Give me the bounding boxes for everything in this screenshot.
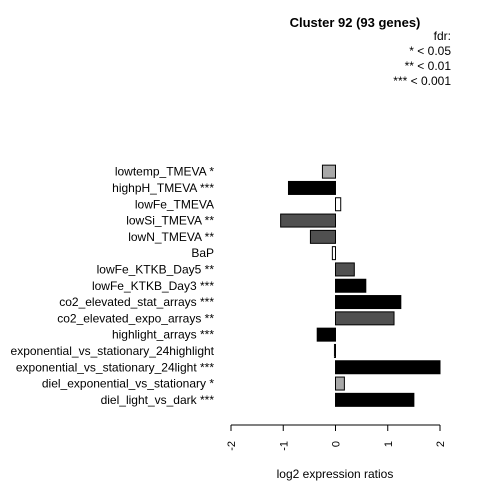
category-label-10: highlight_arrays *** [112,328,214,342]
legend-entry-1: * < 0.05 [409,44,451,58]
category-label-11: exponential_vs_stationary_24highlight [11,344,215,358]
bar-12 [335,360,441,375]
x-tick-label-0: -2 [226,441,238,451]
legend-entry-2: ** < 0.01 [405,59,452,73]
category-label-13: diel_exponential_vs_stationary * [42,377,214,391]
category-label-3: lowSi_TMEVA ** [126,214,214,228]
category-label-2: lowFe_TMEVA [135,197,214,211]
x-axis: -2 -1 0 1 2 [226,424,447,451]
bar-0 [321,164,336,179]
bar-1 [287,180,337,195]
category-label-7: lowFe_KTKB_Day3 *** [92,279,214,293]
bar-4 [309,229,337,244]
bar-9 [335,311,395,326]
bar-8 [335,295,402,310]
bar-10 [316,327,336,342]
legend: fdr: * < 0.05 ** < 0.01 *** < 0.001 [393,29,451,88]
chart-title: Cluster 92 (93 genes) [290,15,421,30]
category-label-4: lowN_TMEVA ** [128,230,214,244]
bar-3 [280,213,337,228]
category-label-14: diel_light_vs_dark *** [101,393,215,407]
x-tick-label-4: 2 [435,441,447,447]
x-axis-label: log2 expression ratios [277,467,394,481]
bar-2 [335,197,342,212]
bar-11 [333,343,336,358]
category-label-6: lowFe_KTKB_Day5 ** [97,262,215,276]
x-tick-label-2: 0 [331,441,343,447]
bar-6 [335,262,355,277]
category-labels: lowtemp_TMEVA * highpH_TMEVA *** lowFe_TME… [11,165,215,407]
legend-title: fdr: [434,29,451,43]
category-label-9: co2_elevated_expo_arrays ** [57,311,214,325]
category-label-12: exponential_vs_stationary_24light *** [16,360,214,374]
x-tick-label-1: -1 [278,441,290,451]
legend-entry-3: *** < 0.001 [393,74,451,88]
category-label-0: lowtemp_TMEVA * [115,165,214,179]
bar-14 [335,392,415,407]
category-label-5: BaP [191,246,214,260]
bar-5 [331,246,336,261]
bar-7 [335,278,367,293]
category-label-1: highpH_TMEVA *** [112,181,214,195]
x-tick-label-3: 1 [383,441,395,447]
bar-13 [335,376,345,391]
bars-group [280,164,441,407]
category-label-8: co2_elevated_stat_arrays *** [59,295,214,309]
